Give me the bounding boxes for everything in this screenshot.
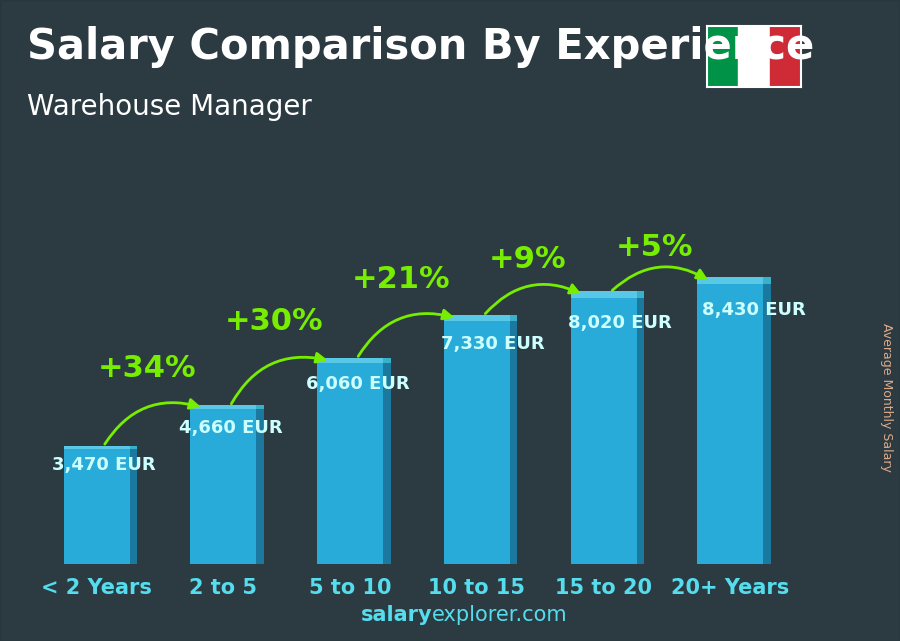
Text: Warehouse Manager: Warehouse Manager — [27, 93, 312, 121]
FancyBboxPatch shape — [763, 284, 770, 564]
Bar — [64, 449, 130, 564]
Text: 8,430 EUR: 8,430 EUR — [702, 301, 806, 319]
Text: +21%: +21% — [352, 265, 450, 294]
Text: 7,330 EUR: 7,330 EUR — [441, 335, 545, 353]
Bar — [444, 320, 509, 564]
Bar — [770, 26, 801, 87]
FancyArrowPatch shape — [231, 353, 325, 404]
FancyBboxPatch shape — [383, 358, 391, 363]
FancyBboxPatch shape — [130, 446, 137, 449]
FancyArrowPatch shape — [358, 310, 452, 356]
Bar — [191, 410, 256, 564]
Text: 6,060 EUR: 6,060 EUR — [306, 375, 410, 393]
FancyArrowPatch shape — [104, 399, 198, 444]
Text: 8,020 EUR: 8,020 EUR — [568, 313, 671, 331]
Text: 3,470 EUR: 3,470 EUR — [52, 456, 156, 474]
Bar — [698, 284, 763, 564]
FancyBboxPatch shape — [509, 315, 518, 320]
Bar — [444, 315, 509, 320]
FancyBboxPatch shape — [130, 449, 137, 564]
Text: +5%: +5% — [616, 233, 693, 262]
Bar — [706, 26, 738, 87]
Bar — [317, 358, 383, 363]
Bar — [571, 297, 636, 564]
Bar — [571, 291, 636, 297]
FancyBboxPatch shape — [509, 320, 518, 564]
FancyBboxPatch shape — [636, 291, 644, 297]
Bar — [317, 363, 383, 564]
Text: 4,660 EUR: 4,660 EUR — [179, 419, 283, 437]
Bar — [191, 405, 256, 410]
Text: +9%: +9% — [489, 245, 566, 274]
Text: Average Monthly Salary: Average Monthly Salary — [880, 323, 893, 472]
FancyBboxPatch shape — [763, 277, 770, 284]
Text: Salary Comparison By Experience: Salary Comparison By Experience — [27, 26, 814, 68]
FancyBboxPatch shape — [256, 405, 264, 410]
FancyBboxPatch shape — [383, 363, 391, 564]
FancyBboxPatch shape — [256, 410, 264, 564]
Text: salary: salary — [360, 605, 432, 626]
FancyArrowPatch shape — [485, 285, 579, 313]
Text: +34%: +34% — [98, 354, 197, 383]
FancyBboxPatch shape — [636, 297, 644, 564]
Text: +30%: +30% — [225, 307, 323, 336]
Text: explorer.com: explorer.com — [432, 605, 568, 626]
Bar — [698, 277, 763, 284]
Bar — [64, 446, 130, 449]
FancyArrowPatch shape — [612, 267, 706, 290]
Bar — [738, 26, 770, 87]
